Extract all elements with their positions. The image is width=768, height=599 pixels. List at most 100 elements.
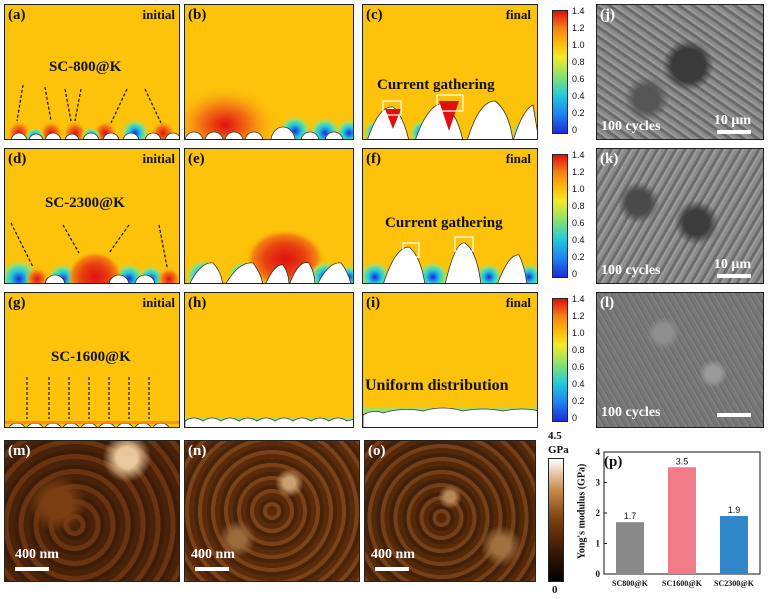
chart-p-value-label: 3.5: [676, 456, 689, 466]
panel-b: (b): [184, 4, 354, 140]
panel-p: 0 1 2 3 4 1.7 SC800@K 3.5 SC1600@K 1.9 SC2300@K (p…: [574, 436, 764, 596]
panel-g: (g) initial SC-1600@K: [4, 292, 180, 428]
colorbar-2-tick: 1.2: [572, 167, 585, 177]
panel-o-scale-label: 400 nm: [371, 547, 415, 562]
panel-d-hotspot: [67, 251, 123, 283]
panel-c-label: (c): [366, 7, 383, 23]
panel-i-note: Uniform distribution: [365, 377, 509, 394]
panel-i: (i) final Uniform distribution: [362, 292, 538, 428]
chart-p-bar: [668, 467, 696, 574]
panel-g-field: [5, 377, 179, 427]
chart-p-ytick-label: 4: [596, 447, 601, 457]
colorbar-3-tick: 0.8: [572, 345, 585, 355]
colorbar-1: [552, 10, 568, 134]
afm-colorbar: [548, 458, 564, 582]
chart-p-ytick-label: 3: [596, 478, 601, 488]
panel-j-scale-label: 10 μm: [713, 113, 751, 128]
colorbar-2: [552, 154, 568, 278]
panel-l-cycles: 100 cycles: [601, 405, 661, 420]
chart-p-bar: [616, 522, 644, 574]
panel-j: (j) 100 cycles 10 μm: [596, 4, 764, 140]
panel-o-label: (o): [368, 443, 386, 459]
chart-p-ytick-label: 0: [596, 569, 601, 579]
panel-f-field: [363, 236, 537, 283]
panel-c-box-1: [382, 100, 402, 116]
colorbar-2-tick: 0.8: [572, 201, 585, 211]
chart-p-value-label: 1.7: [624, 511, 637, 521]
panel-f-tag: final: [505, 151, 531, 166]
panel-d-sample: SC-2300@K: [45, 195, 125, 211]
panel-p-label: (p): [604, 454, 623, 470]
colorbar-3-tick: 0.2: [572, 396, 585, 406]
afm-bar-min: 0: [552, 584, 558, 596]
panel-i-field: [363, 407, 537, 427]
panel-c-note: Current gathering: [377, 77, 495, 93]
panel-h-label: (h): [188, 295, 207, 311]
panel-n-scale-label: 400 nm: [191, 547, 235, 562]
chart-p-ytick-label: 2: [596, 508, 601, 518]
panel-l-label: (l): [600, 295, 615, 311]
panel-n-label: (n): [188, 443, 207, 459]
colorbar-2-tick: 0: [572, 269, 578, 279]
panel-m-label: (m): [8, 443, 31, 459]
colorbar-2-tick: 1.0: [572, 184, 585, 194]
chart-p-bar: [720, 516, 748, 574]
panel-d-hotspot-small: [157, 267, 179, 283]
colorbar-1-tick: 0: [572, 125, 578, 135]
panel-i-label: (i): [366, 295, 381, 311]
panel-d-arrows: [10, 222, 168, 268]
panel-g-arrows: [26, 377, 150, 419]
panel-o-scale-bar: [375, 567, 409, 571]
colorbar-1-tick: 1.2: [572, 23, 585, 33]
colorbar-2-tick: 0.2: [572, 252, 585, 262]
panel-j-scale-bar: [717, 130, 751, 134]
panel-a-tag: initial: [142, 7, 175, 22]
panel-m-scale-label: 400 nm: [15, 547, 59, 562]
panel-c-box-2: [436, 94, 464, 112]
colorbar-3-tick: 1.2: [572, 311, 585, 321]
panel-c-tag: final: [505, 7, 531, 22]
colorbar-1-tick: 0.8: [572, 57, 585, 67]
panel-e: (e): [184, 148, 354, 284]
chart-p-value-label: 1.9: [728, 505, 741, 515]
panel-a-bumps: [10, 132, 179, 139]
panel-d: (d) initial SC-2300@K: [4, 148, 180, 284]
panel-k-scale-label: 10 μm: [713, 257, 751, 272]
colorbar-2-tick: 0.6: [572, 218, 585, 228]
colorbar-1-tick: 0.6: [572, 74, 585, 84]
panel-k-cycles: 100 cycles: [601, 263, 661, 278]
panel-a-label: (a): [8, 7, 26, 23]
panel-m: (m) 400 nm: [4, 440, 180, 582]
panel-c: (c) final Current gathering: [362, 4, 538, 140]
colorbar-1-tick: 1.0: [572, 40, 585, 50]
panel-d-hotspot-small: [25, 267, 49, 283]
colorbar-1-tick: 0.2: [572, 108, 585, 118]
panel-o: (o) 400 nm: [364, 440, 536, 582]
panel-j-cycles: 100 cycles: [601, 119, 661, 134]
panel-h-bumps: [185, 417, 353, 427]
panel-k: (k) 100 cycles 10 μm: [596, 148, 764, 284]
chart-p-ylabel: Yong's modulus (GPa): [576, 463, 588, 560]
colorbar-1-tick: 0.4: [572, 91, 585, 101]
panel-b-bumps: [185, 126, 344, 139]
panel-k-label: (k): [600, 151, 619, 167]
panel-g-tag: initial: [142, 295, 175, 310]
panel-e-label: (e): [188, 151, 205, 167]
colorbar-1-tick: 1.4: [572, 6, 585, 16]
colorbar-3-tick: 0: [572, 413, 578, 423]
panel-a-arrows: [16, 84, 162, 124]
panel-i-tag: final: [505, 295, 531, 310]
colorbar-3-tick: 1.0: [572, 328, 585, 338]
panel-d-field: [5, 222, 179, 283]
panel-f-dendrites: [383, 242, 528, 283]
panel-j-label: (j): [600, 7, 615, 23]
panel-g-label: (g): [8, 295, 26, 311]
panel-e-bumps: [189, 262, 352, 283]
panel-d-bumps: [44, 274, 156, 283]
panel-g-edge: [5, 421, 179, 424]
panel-a-sample: SC-800@K: [49, 59, 122, 75]
panel-g-sample: SC-1600@K: [51, 349, 131, 365]
panel-f-box-2: [454, 236, 474, 252]
panel-f-box-1: [402, 242, 420, 258]
panel-n: (n) 400 nm: [184, 440, 360, 582]
